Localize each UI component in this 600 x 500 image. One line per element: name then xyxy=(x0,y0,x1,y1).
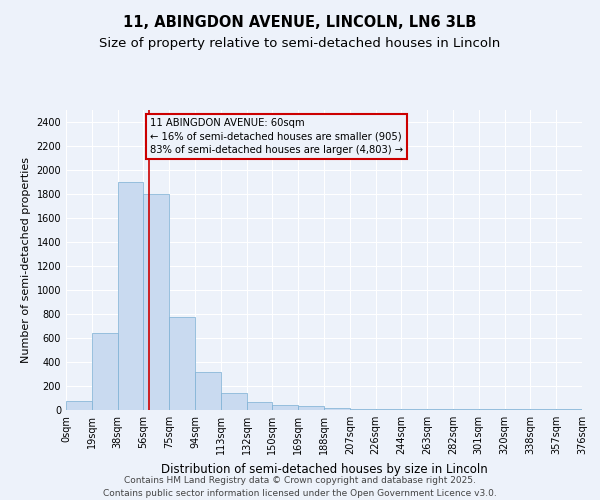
Bar xyxy=(118,182,143,410)
Text: 11, ABINGDON AVENUE, LINCOLN, LN6 3LB: 11, ABINGDON AVENUE, LINCOLN, LN6 3LB xyxy=(124,15,476,30)
Bar xyxy=(169,317,195,410)
Bar xyxy=(221,392,247,410)
Text: Contains HM Land Registry data © Crown copyright and database right 2025.
Contai: Contains HM Land Registry data © Crown c… xyxy=(103,476,497,498)
Bar xyxy=(66,401,92,410)
Bar xyxy=(195,372,221,410)
Text: 11 ABINGDON AVENUE: 60sqm
← 16% of semi-detached houses are smaller (905)
83% of: 11 ABINGDON AVENUE: 60sqm ← 16% of semi-… xyxy=(150,118,403,155)
Bar xyxy=(298,406,324,410)
Y-axis label: Number of semi-detached properties: Number of semi-detached properties xyxy=(21,157,31,363)
Bar xyxy=(247,402,272,410)
Bar xyxy=(324,408,350,410)
X-axis label: Distribution of semi-detached houses by size in Lincoln: Distribution of semi-detached houses by … xyxy=(161,462,487,475)
Bar xyxy=(272,405,298,410)
Text: Size of property relative to semi-detached houses in Lincoln: Size of property relative to semi-detach… xyxy=(100,38,500,51)
Bar xyxy=(92,333,118,410)
Bar xyxy=(143,194,169,410)
